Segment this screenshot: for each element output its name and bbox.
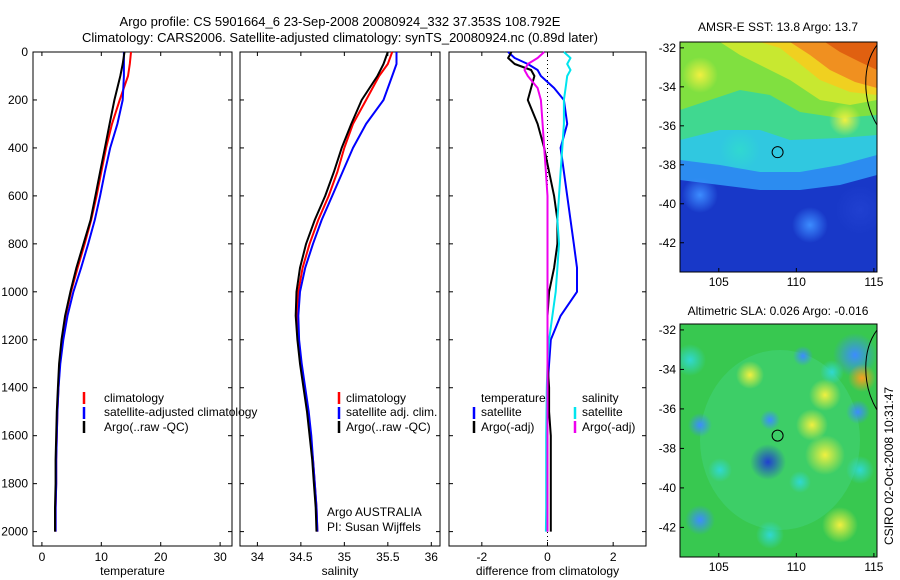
legend-label: satellite adj. clim.	[346, 405, 437, 419]
legend-label: Argo(-adj)	[481, 420, 534, 434]
series-line	[54, 51, 126, 532]
coastline-contour	[865, 329, 877, 411]
y-tick-label: 0	[21, 45, 28, 59]
sla-map-frame	[679, 323, 878, 558]
salinity-panel: 34 34.5 35 35.5 36 salinity	[239, 51, 441, 578]
y-tick-label: 1600	[1, 429, 28, 443]
legend-label: Argo(..raw -QC)	[346, 420, 431, 434]
series-line	[294, 51, 389, 532]
sst-map-title: AMSR-E SST: 13.8 Argo: 13.7	[698, 20, 858, 34]
x-tick-label: 115	[864, 275, 883, 289]
y-tick-label: -40	[659, 197, 677, 211]
series-line	[297, 52, 398, 532]
credit-text: CSIRO 02-Oct-2008 10:31:47	[882, 387, 896, 545]
x-tick-label: 30	[213, 550, 227, 564]
y-tick-label: 1000	[1, 285, 28, 299]
y-tick-label: -32	[659, 323, 677, 337]
legend-label: satellite	[582, 405, 623, 419]
y-tick-label: -32	[659, 41, 677, 55]
annotation-pi: PI: Susan Wijffels	[327, 520, 421, 534]
y-tick-label: 1200	[1, 333, 28, 347]
x-tick-label: 35	[338, 550, 352, 564]
x-tick-label: 105	[709, 560, 729, 574]
x-tick-label: 34.5	[289, 550, 313, 564]
y-tick-label: 600	[8, 189, 28, 203]
y-tick-label: 400	[8, 141, 28, 155]
x-tick-label: 10	[95, 550, 109, 564]
annotation-argo-australia: Argo AUSTRALIA	[327, 505, 422, 519]
plot-frame	[32, 51, 233, 547]
x-tick-label: 36	[425, 550, 439, 564]
y-tick-label: 1400	[1, 381, 28, 395]
series-line	[54, 52, 125, 532]
y-tick-label: 2000	[1, 525, 28, 539]
x-tick-label: 35.5	[376, 550, 400, 564]
coastline-contour	[865, 44, 877, 126]
x-tick-label: -2	[476, 550, 487, 564]
temperature-legend: climatology satellite-adjusted climatolo…	[82, 391, 257, 434]
x-tick-label: 105	[709, 275, 729, 289]
series-line	[54, 51, 132, 532]
y-tick-label: -42	[659, 236, 677, 250]
series-line	[523, 51, 549, 532]
x-tick-label: 110	[787, 560, 806, 574]
x-axis-label: salinity	[322, 564, 359, 578]
y-tick-label: -36	[659, 402, 677, 416]
temperature-panel: 0 10 20 30 temperature 0 200 400 600 800 1000 1200 1…	[1, 45, 233, 578]
y-tick-label: -34	[659, 80, 677, 94]
y-tick-label: -42	[659, 520, 677, 534]
y-tick-label: -34	[659, 362, 677, 376]
x-tick-label: 2	[610, 550, 617, 564]
figure-title-line2: Climatology: CARS2006. Satellite-adjuste…	[82, 30, 598, 45]
legend-label: Argo(..raw -QC)	[104, 420, 189, 434]
legend-heading-salinity: salinity	[582, 391, 619, 405]
plot-frame	[239, 51, 441, 547]
series-line	[295, 51, 394, 532]
y-tick-label: 200	[8, 93, 28, 107]
legend-label: climatology	[346, 391, 406, 405]
argo-location-marker	[771, 429, 784, 442]
legend-label: climatology	[104, 391, 164, 405]
sla-map-image	[680, 324, 877, 557]
y-tick-label: -38	[659, 158, 677, 172]
x-tick-label: 0	[544, 550, 551, 564]
y-tick-label: 800	[8, 237, 28, 251]
series-line	[507, 51, 559, 532]
x-tick-label: 20	[154, 550, 168, 564]
legend-heading-temperature: temperature	[481, 391, 546, 405]
sla-map-axes: 105 110 115 -32 -34 -36 -38 -40 -42	[659, 323, 884, 574]
difference-legend: temperature satellite Argo(-adj) salinit…	[472, 391, 635, 434]
argo-location-marker	[771, 146, 784, 159]
legend-label: Argo(-adj)	[582, 420, 635, 434]
sst-map-axes: 105 110 115 -32 -34 -36 -38 -40 -42	[659, 41, 884, 289]
figure-title-line1: Argo profile: CS 5901664_6 23-Sep-2008 2…	[120, 14, 561, 29]
x-axis-label: difference from climatology	[476, 564, 619, 578]
legend-label: satellite	[481, 405, 522, 419]
sst-map-frame	[679, 41, 878, 273]
x-tick-label: 0	[39, 550, 46, 564]
y-tick-label: -38	[659, 441, 677, 455]
x-tick-label: 34	[251, 550, 265, 564]
series-line	[544, 51, 572, 532]
y-tick-label: 1800	[1, 477, 28, 491]
x-axis-label: temperature	[100, 564, 165, 578]
x-tick-label: 110	[787, 275, 806, 289]
x-tick-label: 115	[864, 560, 883, 574]
salinity-legend: climatology satellite adj. clim. Argo(..…	[337, 391, 437, 434]
sla-map-title: Altimetric SLA: 0.026 Argo: -0.016	[688, 304, 869, 318]
y-tick-label: -40	[659, 481, 677, 495]
y-tick-label: -36	[659, 119, 677, 133]
legend-label: satellite-adjusted climatology	[104, 405, 257, 419]
sst-map-image	[680, 42, 877, 272]
